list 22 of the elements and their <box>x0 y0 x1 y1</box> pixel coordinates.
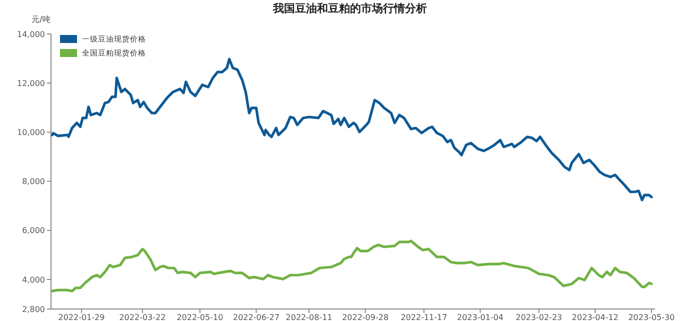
y-tick-label: 14,000 <box>17 30 45 39</box>
y-tick-label: 10,000 <box>17 128 45 138</box>
chart-title: 我国豆油和豆粕的市场行情分析 <box>272 2 427 15</box>
y-axis-title: 元/吨 <box>32 15 50 24</box>
x-tick-label: 2023-05-30 <box>628 313 675 321</box>
x-tick-label: 2023-01-04 <box>457 313 504 321</box>
x-tick-label: 2022-06-27 <box>232 313 280 321</box>
x-tick-label: 2022-09-28 <box>342 313 389 321</box>
y-tick-label: 12,000 <box>17 78 45 88</box>
line-series <box>50 58 653 202</box>
y-tick-label: 2,800 <box>22 304 45 314</box>
y-tick-label: 6,000 <box>22 226 45 236</box>
x-tick-label: 2022-03-22 <box>119 313 166 321</box>
x-tick-label: 2023-02-23 <box>516 313 562 321</box>
y-tick-label: 4,000 <box>22 275 45 284</box>
x-tick-label: 2022-11-17 <box>400 313 448 321</box>
x-tick-label: 2022-01-29 <box>58 313 105 321</box>
line-series <box>50 240 653 292</box>
x-tick-label: 2022-08-11 <box>286 313 332 321</box>
y-tick-label: 8,000 <box>22 177 45 186</box>
x-tick-label: 2022-05-10 <box>176 313 224 321</box>
x-tick-label: 2023-04-12 <box>572 313 618 321</box>
